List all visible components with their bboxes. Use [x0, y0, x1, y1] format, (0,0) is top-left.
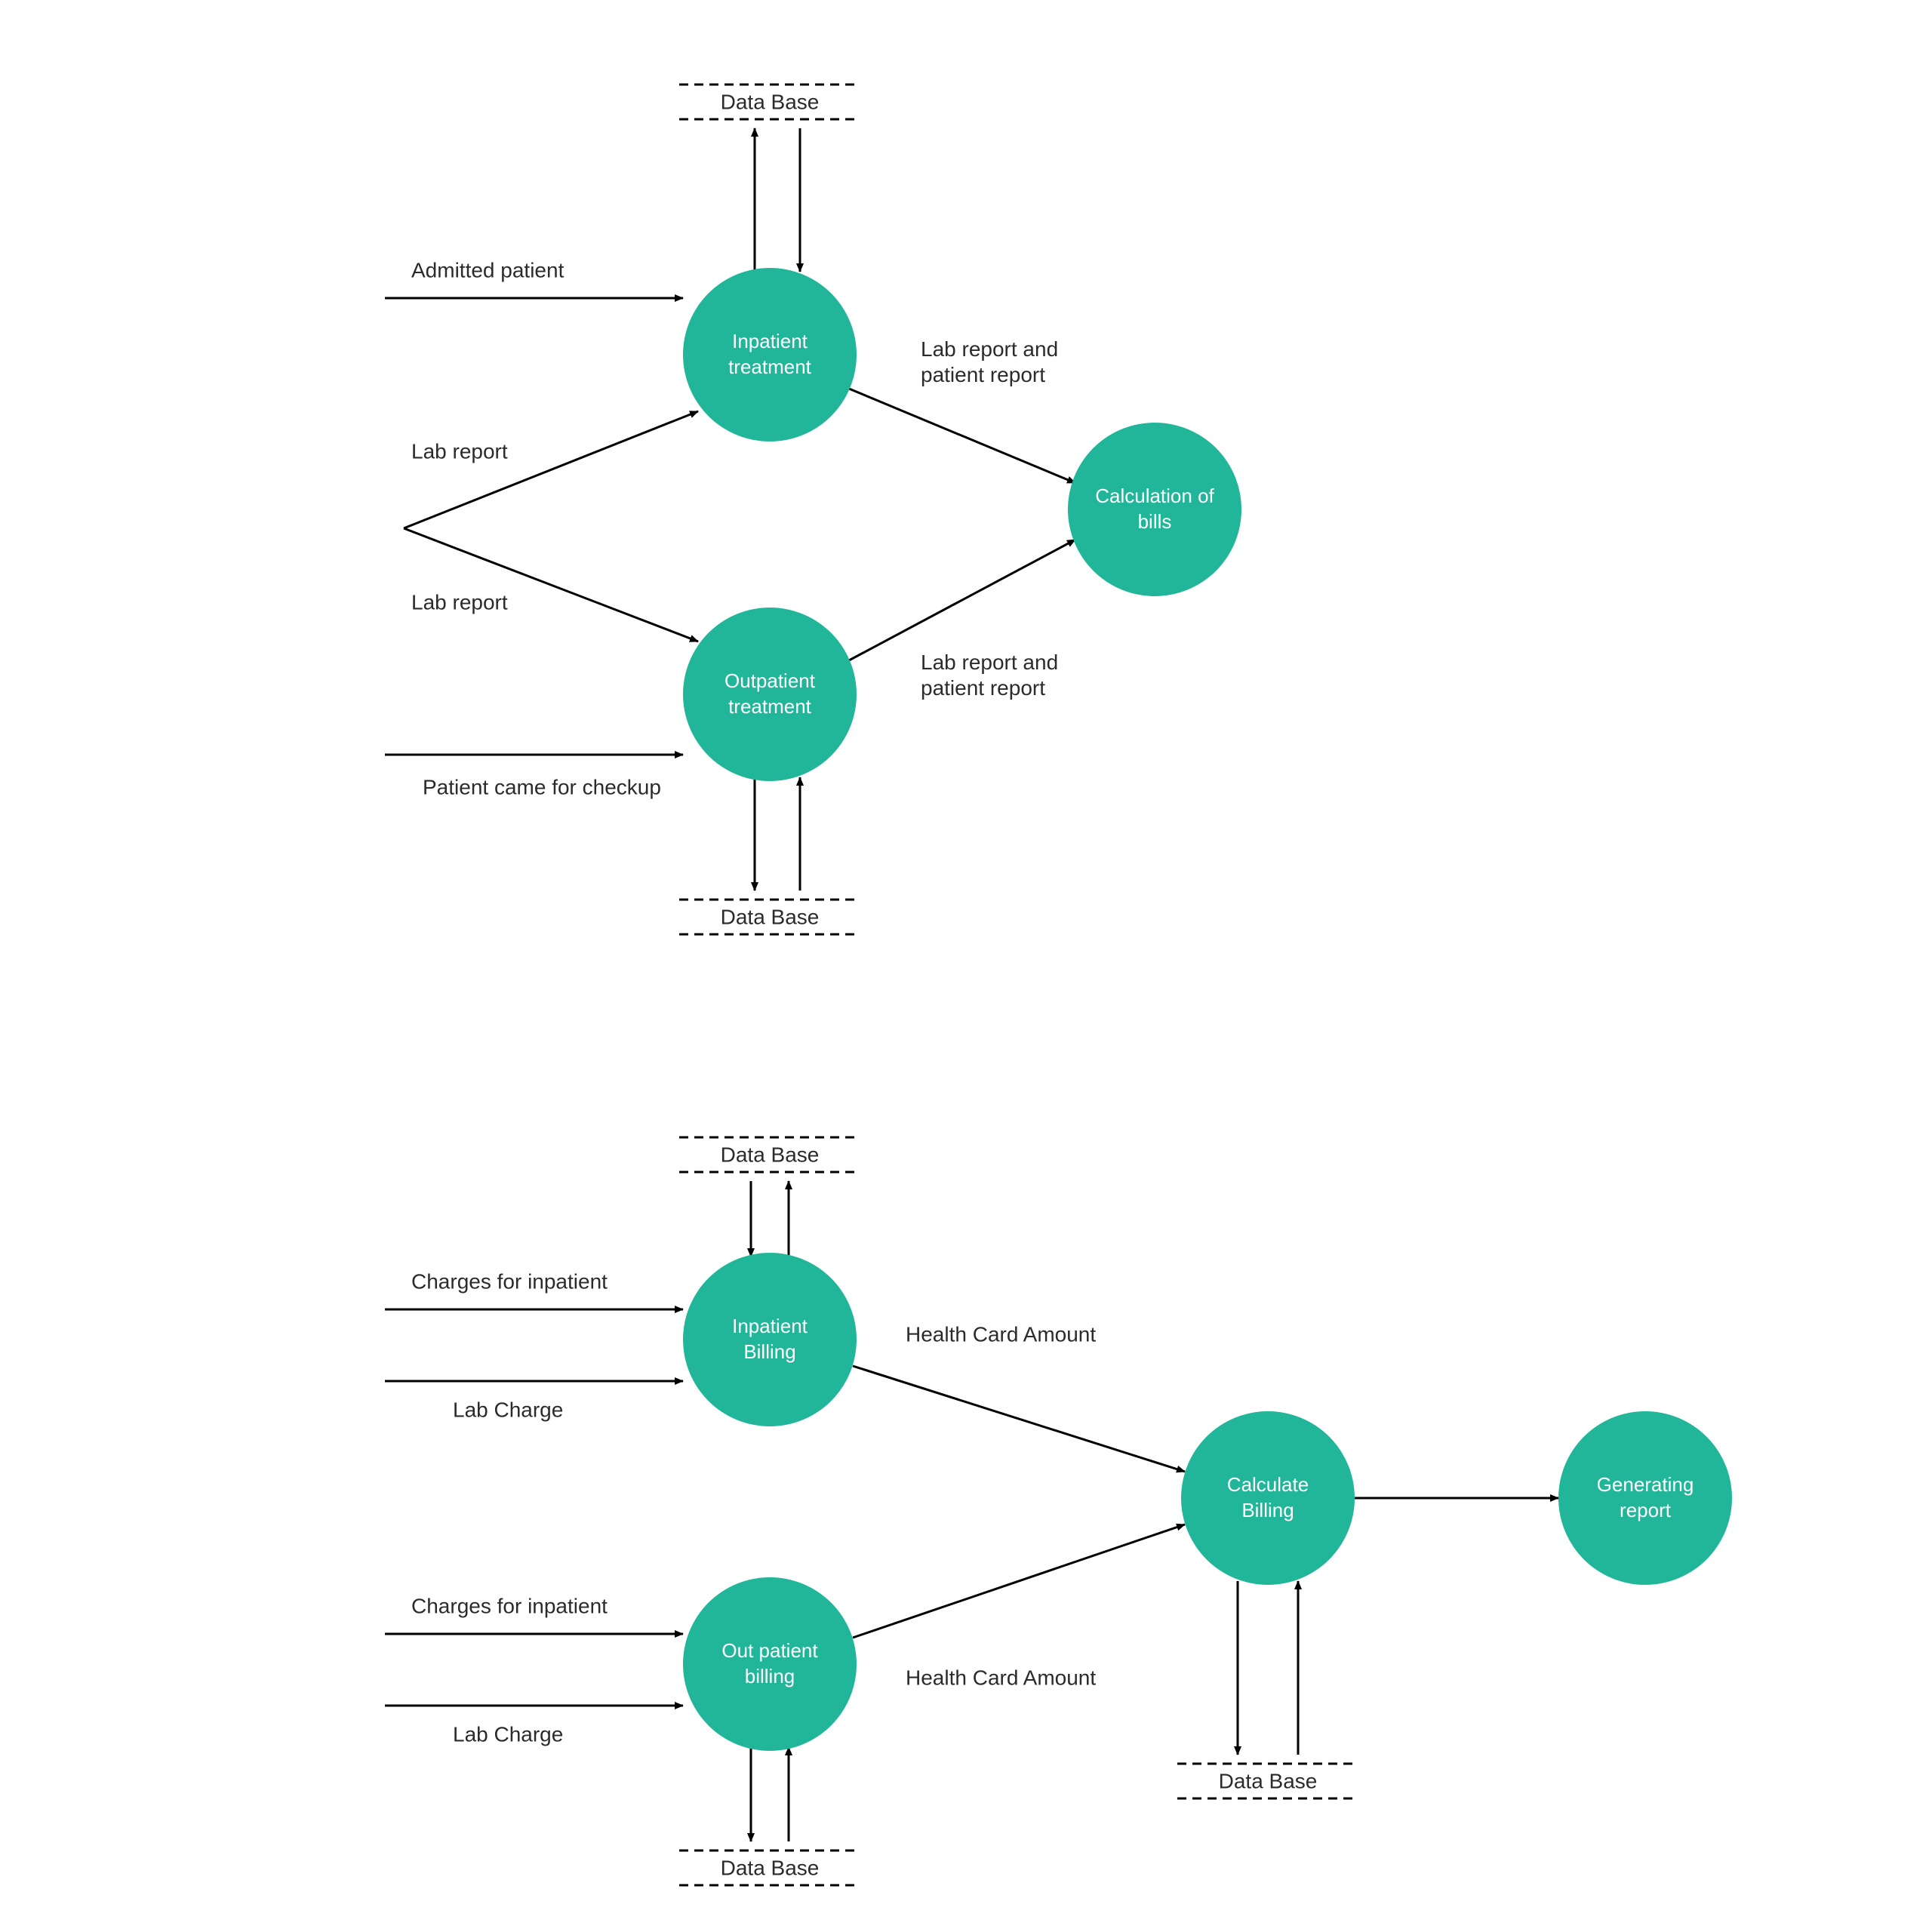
edge-label-a_lab2: Lab report — [411, 590, 508, 614]
edge-label-a_out_calc: Lab report andpatient report — [921, 651, 1058, 700]
edge-label-a_chg_out: Charges for inpatient — [411, 1594, 608, 1617]
datastore-label-db_mid: Data Base — [721, 905, 820, 928]
datastore-label-db_bill_u: Data Base — [721, 1143, 820, 1166]
edge-label-a_outb_calc: Health Card Amount — [906, 1666, 1096, 1689]
edge-labels-layer: Admitted patient Lab report Lab report Pati… — [411, 258, 1096, 1746]
arrow-a_out_calc — [849, 540, 1075, 660]
edge-label-a_inb_calc: Health Card Amount — [906, 1322, 1096, 1346]
edge-label-a_checkup: Patient came for checkup — [423, 775, 661, 798]
edge-label-a_lab1: Lab report — [411, 439, 508, 463]
arrow-a_lab2 — [404, 528, 698, 641]
edge-label-a_admitted: Admitted patient — [411, 258, 565, 281]
arrow-a_lab1 — [404, 411, 698, 528]
edge-label-a_labchg_out: Lab Charge — [453, 1722, 563, 1746]
arrow-a_outb_calc — [853, 1524, 1185, 1638]
flow-diagram: InpatienttreatmentOutpatienttreatmentCal… — [0, 0, 1932, 1932]
arrow-a_in_calc — [849, 389, 1075, 483]
arrow-a_inb_calc — [853, 1366, 1185, 1472]
datastore-label-db_top: Data Base — [721, 90, 820, 113]
edge-label-a_chg_in: Charges for inpatient — [411, 1269, 608, 1293]
datastore-label-db_bill_l: Data Base — [721, 1856, 820, 1879]
nodes-layer: InpatienttreatmentOutpatienttreatmentCal… — [683, 268, 1732, 1751]
datastore-label-db_calc: Data Base — [1219, 1769, 1318, 1792]
edge-label-a_labchg_in: Lab Charge — [453, 1398, 563, 1421]
edge-label-a_in_calc: Lab report andpatient report — [921, 337, 1058, 386]
